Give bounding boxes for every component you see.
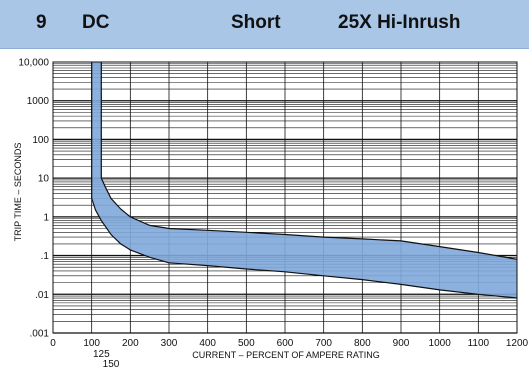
x-tick-label: 500 bbox=[238, 338, 255, 349]
x-tick-label: 200 bbox=[122, 338, 139, 349]
x-tick-label: 1200 bbox=[506, 338, 529, 349]
curve-lines bbox=[91, 62, 518, 299]
y-tick-label: 100 bbox=[32, 135, 49, 146]
x-axis-label: CURRENT – PERCENT OF AMPERE RATING bbox=[192, 350, 380, 360]
curve-line-1 bbox=[100, 62, 518, 260]
x-tick-label: 1100 bbox=[468, 338, 490, 349]
curve-name: 25X Hi-Inrush bbox=[338, 12, 461, 33]
curve-line-2 bbox=[91, 62, 518, 299]
y-tick-label: 1000 bbox=[27, 96, 50, 107]
x-tick-label: 600 bbox=[277, 338, 294, 349]
x-tick-label: 700 bbox=[315, 338, 332, 349]
trip-band bbox=[91, 62, 517, 298]
y-tick-label: 1 bbox=[43, 212, 49, 223]
y-tick-label: .01 bbox=[35, 290, 49, 301]
curve-header: 9 DC Short 25X Hi-Inrush bbox=[0, 0, 529, 49]
y-tick-labels: .001 .01 .1 1 10 100 1000 10,000 bbox=[18, 58, 49, 340]
y-tick-label: 10,000 bbox=[18, 58, 49, 69]
trip-delay: Short bbox=[231, 12, 281, 33]
current-type: DC bbox=[82, 12, 110, 33]
grid bbox=[52, 62, 518, 334]
y-tick-label: 10 bbox=[38, 174, 50, 185]
x-tick-label: 300 bbox=[161, 338, 178, 349]
y-axis-label: TRIP TIME – SECONDS bbox=[13, 143, 23, 242]
x-tick-label: 0 bbox=[50, 338, 56, 349]
curve-number: 9 bbox=[36, 12, 47, 33]
y-tick-label: .1 bbox=[41, 251, 50, 262]
y-tick-label: .001 bbox=[30, 329, 50, 340]
x-tick-label-extra: 150 bbox=[103, 359, 120, 370]
x-tick-label: 900 bbox=[393, 338, 410, 349]
plot-border bbox=[52, 61, 518, 334]
x-tick-label: 800 bbox=[354, 338, 371, 349]
x-tick-labels: 0 100 200 300 400 500 600 700 800 900 1000 1100 1200… bbox=[50, 338, 528, 370]
x-tick-label-extra: 125 bbox=[93, 349, 110, 360]
x-tick-label: 100 bbox=[83, 338, 100, 349]
x-tick-label: 400 bbox=[199, 338, 216, 349]
x-tick-label: 1000 bbox=[429, 338, 452, 349]
